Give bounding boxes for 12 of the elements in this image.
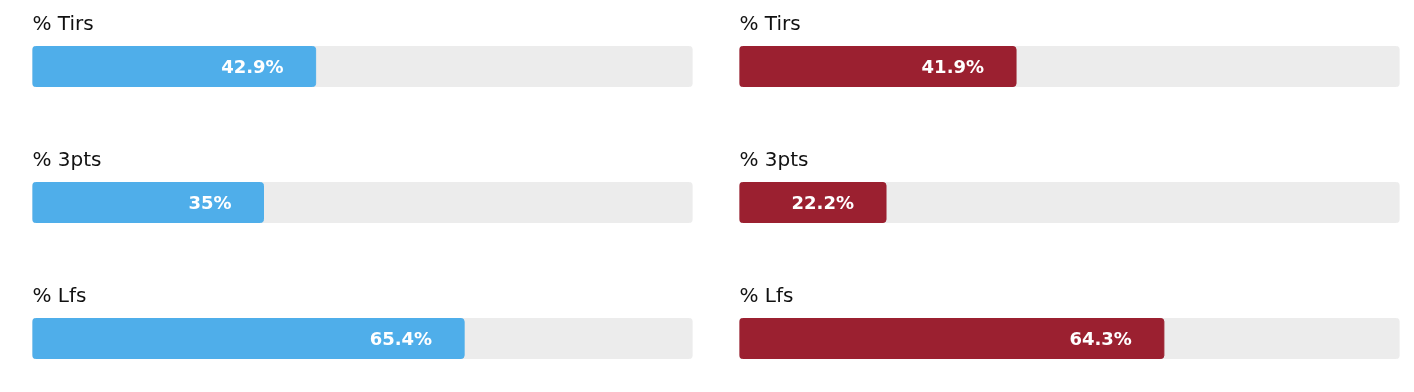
category-label: % Lfs	[739, 282, 794, 307]
category-label: % 3pts	[32, 146, 102, 171]
data-label: 22.2%	[791, 192, 855, 213]
category-label: % Tirs	[739, 10, 801, 35]
data-label: 64.3%	[1069, 328, 1132, 349]
data-label: 65.4%	[369, 328, 433, 349]
category-label: % Lfs	[32, 282, 87, 307]
data-label: 41.9%	[921, 56, 985, 77]
category-label: % Tirs	[32, 10, 94, 35]
data-label: 35%	[188, 192, 232, 213]
category-label: % 3pts	[739, 146, 809, 171]
data-label: 42.9%	[221, 56, 284, 77]
